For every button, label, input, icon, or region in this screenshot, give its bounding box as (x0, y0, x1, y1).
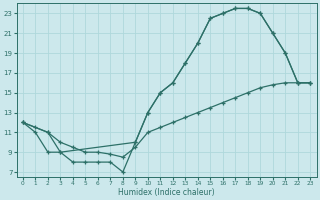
X-axis label: Humidex (Indice chaleur): Humidex (Indice chaleur) (118, 188, 215, 197)
